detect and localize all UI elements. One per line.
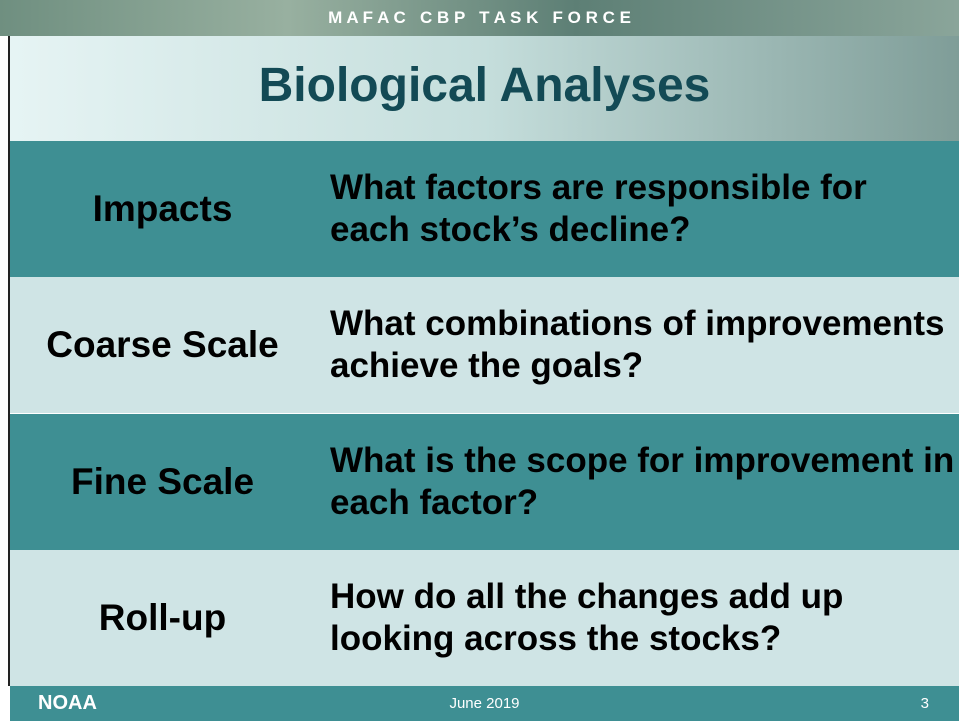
divider <box>8 36 10 686</box>
title: Biological Analyses <box>258 59 711 112</box>
row-question: How do all the changes add up looking ac… <box>330 576 844 658</box>
row-label: Fine Scale <box>70 460 255 502</box>
table-row: Roll-up How do all the changes add up loo… <box>10 549 959 686</box>
logo: NOAA <box>38 692 97 714</box>
title-bar: Biological Analyses <box>10 36 959 141</box>
row-label: Coarse Scale <box>46 324 279 366</box>
row-question: What factors are responsible for each st… <box>330 168 867 249</box>
row-label: Roll-up <box>98 596 227 638</box>
footer: NOAA June 2019 3 <box>10 686 959 721</box>
row-label: Impacts <box>92 188 233 229</box>
row-question: What is the scope for improvement in eac… <box>330 440 955 522</box>
row-question: What combinations of improvements achiev… <box>330 304 945 386</box>
table-row: Coarse Scale What combinations of improve… <box>10 277 959 414</box>
date: June 2019 <box>449 695 520 712</box>
page-number: 3 <box>920 695 929 712</box>
table-row: Impacts What factors are responsible for … <box>10 141 959 277</box>
table-row: Fine Scale What is the scope for improvem… <box>10 413 959 550</box>
banner: M A F A C C B P T A S K F O R C E <box>0 0 959 36</box>
